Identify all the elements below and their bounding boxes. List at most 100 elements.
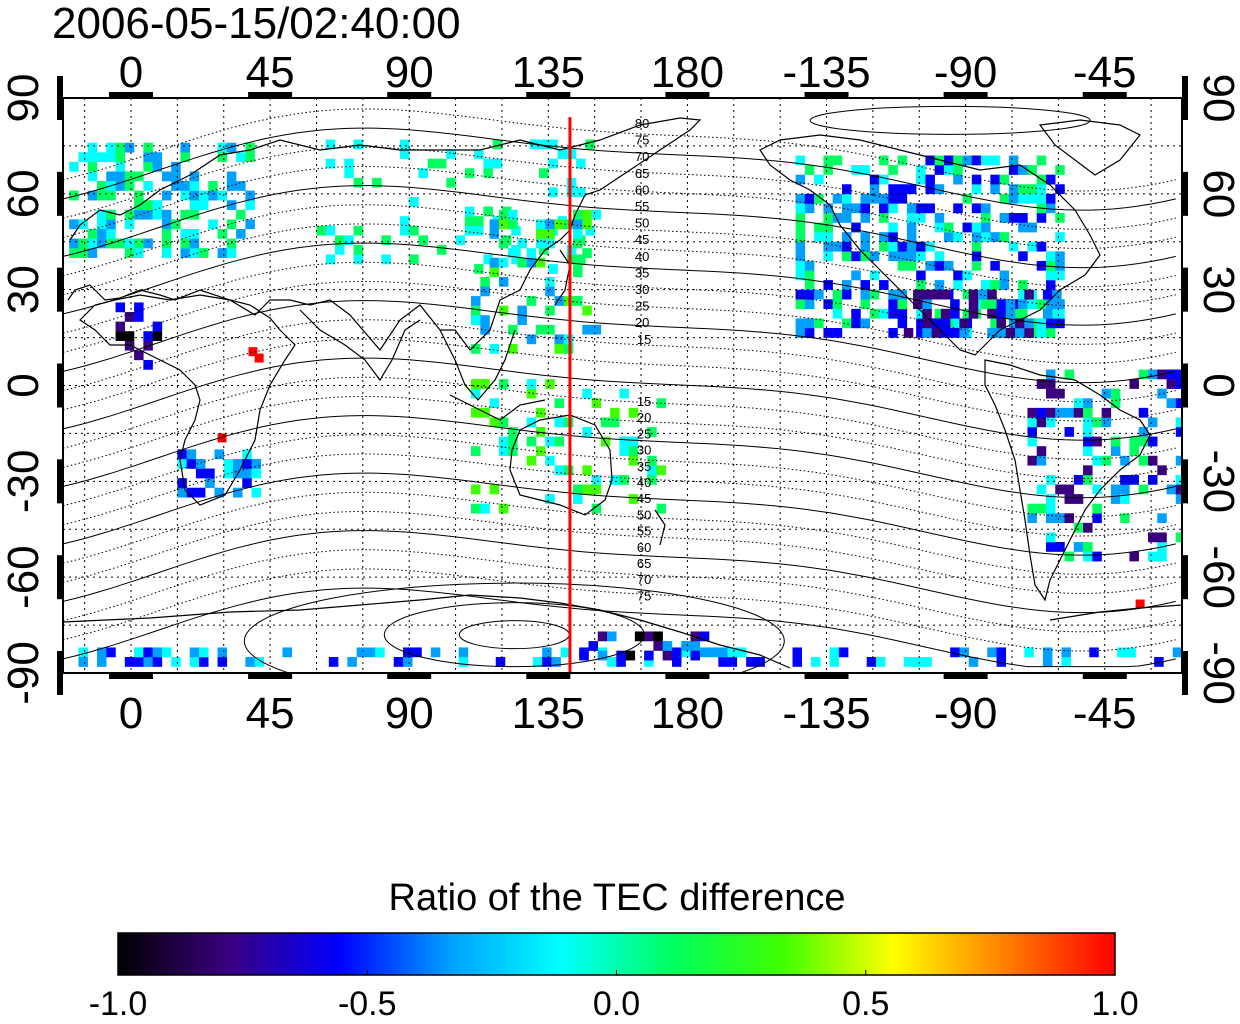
tec-cell [1138,369,1149,380]
tec-cell [1083,551,1093,562]
coastlines [63,117,1182,669]
tec-cell [245,657,255,667]
tec-cell [161,228,172,239]
tec-cell [195,468,206,479]
tec-cell [841,251,852,262]
tec-cell [897,308,908,319]
tec-cell [1045,474,1056,485]
tec-cell [925,155,935,166]
tec-cell [999,270,1010,281]
tec-cell [177,487,187,498]
tec-cell [498,379,509,389]
tec-cell [906,203,917,214]
tec-cell [869,193,880,204]
tec-cell [879,193,889,204]
contour-label: 60 [637,540,651,555]
tec-cell [1055,232,1065,242]
tec-cell [1157,513,1167,524]
tec-cell [897,184,908,195]
tec-cell [841,203,852,214]
tec-cell [647,465,657,476]
tec-cell [483,254,493,265]
x-tick-label-bottom: 90 [385,689,434,738]
tec-cell [1138,484,1149,495]
tec-cell [526,379,537,389]
tec-cell [1172,647,1182,658]
tec-cell [582,209,592,220]
tec-cell [1120,455,1130,466]
tec-cell [940,308,951,319]
tec-cell [1175,427,1182,437]
tec-cell [841,280,852,290]
tec-cell [971,203,982,214]
tec-cell [526,455,537,466]
tec-cell [134,190,144,201]
tec-cell [115,161,126,172]
x-tick-label-top: -90 [934,48,998,97]
tec-cell [906,232,917,242]
tec-cell [879,280,889,290]
tec-cell [189,238,200,249]
tec-cell [996,318,1007,329]
tec-cell [177,458,187,469]
tec-cell [251,468,262,479]
tec-cell [254,657,265,667]
tec-cell [474,216,484,226]
contour-label: 15 [637,332,651,347]
tec-cell [644,631,654,642]
frame-tick-top [804,92,849,98]
y-tick-label-left: 60 [0,169,48,218]
tec-cell [832,289,843,300]
tec-cell [1089,647,1099,658]
tec-cell [950,328,960,338]
tec-cell [953,174,963,185]
tec-cell [1036,417,1047,428]
tec-cell [990,174,1000,185]
tec-cell [644,650,654,661]
tec-cell [888,251,898,262]
tec-cell [573,257,583,268]
tec-cell [582,484,592,495]
tec-cell [134,238,144,249]
tec-cell [471,296,481,306]
tec-cell [199,190,209,201]
tec-cell [916,328,926,338]
tec-cell [987,647,997,658]
y-tick-label-left: 90 [0,74,48,123]
coastline-south-america [984,359,1151,602]
tec-cell [913,299,923,310]
tec-cell [971,241,982,252]
frame-tick-bottom [665,673,710,679]
tec-cell [1129,551,1139,562]
colorbar-tick-label: 1.0 [1091,985,1138,1023]
frame-tick-bottom [943,673,988,679]
tec-cell [189,228,200,239]
tec-cell [427,158,438,169]
tec-cell [962,270,973,281]
tec-cell [829,657,840,667]
tec-cell [545,276,555,287]
tec-cell [560,647,571,658]
tec-cell [124,331,135,341]
tec-cell [619,474,629,485]
tec-cell [962,308,973,319]
tec-cell [1092,513,1102,524]
tec-cell [1110,484,1121,495]
tec-cell [106,190,116,201]
tec-cell [913,657,923,667]
tec-cell [233,458,243,469]
tec-cell [727,657,738,667]
tec-cell [1005,328,1016,338]
tec-cell [1147,532,1158,543]
tec-cell [399,216,410,226]
tec-cell [1175,484,1182,495]
tec-cell [189,647,200,658]
tec-cell [959,647,969,658]
x-tick-label-top: -45 [1073,48,1137,97]
tec-cell [913,289,923,300]
tec-cell [1018,251,1028,262]
tec-cell [940,328,951,338]
tec-cell [1120,474,1130,485]
tec-cell [236,181,246,191]
